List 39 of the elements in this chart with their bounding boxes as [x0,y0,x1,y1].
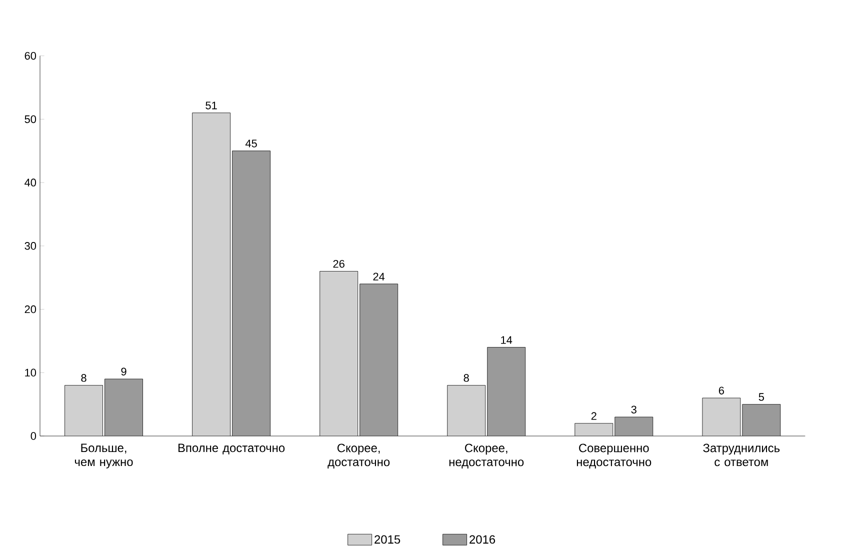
data-label: 8 [464,374,469,382]
bar [487,347,526,436]
data-label: 24 [373,272,385,280]
bar [104,378,143,436]
bar [742,404,781,436]
bar [232,150,270,436]
data-label: 5 [758,393,764,401]
bar [192,112,230,436]
data-label: 6 [718,386,724,394]
x-tick-label: Скорее, достаточно [328,444,390,468]
x-tick-label: Скорее, недостаточно [449,444,524,468]
legend-label: 2016 [470,535,496,544]
y-tick-label: 30 [24,242,36,250]
data-label: 2 [591,412,596,420]
x-tick-label: Совершенно недостаточно [576,444,652,468]
bar [64,385,103,436]
data-label: 14 [501,336,512,344]
data-label: 9 [121,368,126,376]
bar [447,385,486,436]
data-label: 8 [81,374,86,382]
data-label: 45 [245,140,257,148]
x-tick-label: Затруднились с ответом [703,444,780,466]
y-tick-label: 60 [24,52,36,60]
data-label: 3 [631,406,636,414]
bar [702,398,741,436]
data-label: 51 [206,102,217,110]
y-tick-label: 40 [24,178,36,186]
bar [360,284,398,436]
x-tick-label: Вполне достаточно [178,444,285,454]
y-tick-label: 20 [24,305,36,314]
legend-label: 2015 [374,535,400,544]
y-tick-label: 0 [30,432,36,440]
bar [574,423,613,436]
bar [320,271,358,436]
data-label: 26 [333,260,344,268]
bar [614,416,653,436]
y-tick-label: 10 [25,368,36,377]
x-tick-label: Больше, чем нужно [74,444,133,468]
y-tick-label: 50 [24,115,36,124]
